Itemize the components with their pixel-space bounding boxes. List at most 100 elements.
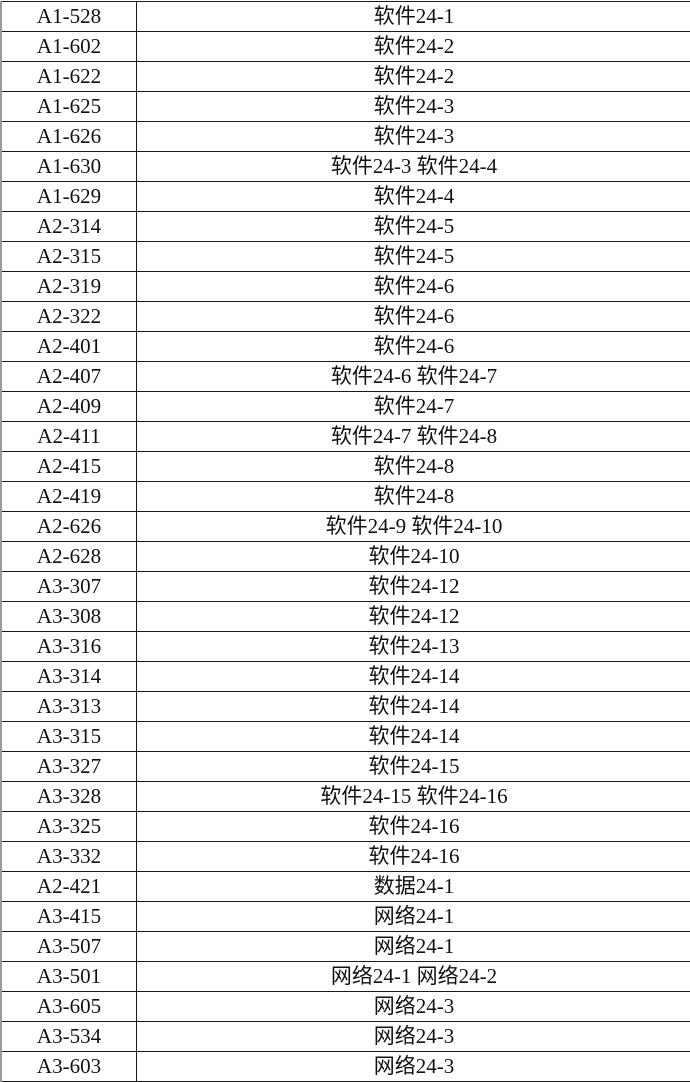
room-cell: A3-325 — [1, 812, 137, 842]
room-cell: A3-307 — [1, 572, 137, 602]
room-cell: A2-314 — [1, 212, 137, 242]
class-cell: 软件24-6 — [137, 272, 690, 302]
room-cell: A2-628 — [1, 542, 137, 572]
class-cell: 软件24-8 — [137, 482, 690, 512]
class-cell: 软件24-3 — [137, 92, 690, 122]
class-cell: 软件24-13 — [137, 632, 690, 662]
room-cell: A3-507 — [1, 932, 137, 962]
class-cell: 网络24-1 — [137, 902, 690, 932]
room-cell: A1-626 — [1, 122, 137, 152]
room-cell: A2-319 — [1, 272, 137, 302]
room-cell: A1-528 — [1, 2, 137, 32]
class-cell: 软件24-6 软件24-7 — [137, 362, 690, 392]
room-cell: A2-626 — [1, 512, 137, 542]
class-cell: 软件24-14 — [137, 662, 690, 692]
room-cell: A3-327 — [1, 752, 137, 782]
class-cell: 软件24-15 — [137, 752, 690, 782]
class-cell: 软件24-16 — [137, 842, 690, 872]
class-cell: 软件24-10 — [137, 542, 690, 572]
room-cell: A2-411 — [1, 422, 137, 452]
class-cell: 软件24-7 软件24-8 — [137, 422, 690, 452]
class-cell: 软件24-15 软件24-16 — [137, 782, 690, 812]
room-cell: A1-602 — [1, 32, 137, 62]
class-cell: 软件24-7 — [137, 392, 690, 422]
class-cell: 软件24-12 — [137, 572, 690, 602]
room-cell: A2-415 — [1, 452, 137, 482]
room-cell: A2-421 — [1, 872, 137, 902]
room-cell: A1-625 — [1, 92, 137, 122]
room-cell: A3-603 — [1, 1052, 137, 1082]
class-cell: 软件24-1 — [137, 2, 690, 32]
room-cell: A1-622 — [1, 62, 137, 92]
room-cell: A3-315 — [1, 722, 137, 752]
class-cell: 软件24-4 — [137, 182, 690, 212]
class-cell: 网络24-3 — [137, 1022, 690, 1052]
class-cell: 软件24-2 — [137, 32, 690, 62]
room-cell: A3-534 — [1, 1022, 137, 1052]
class-cell: 软件24-16 — [137, 812, 690, 842]
class-cell: 软件24-6 — [137, 302, 690, 332]
room-cell: A1-629 — [1, 182, 137, 212]
class-cell: 网络24-3 — [137, 992, 690, 1022]
room-cell: A3-332 — [1, 842, 137, 872]
class-cell: 软件24-9 软件24-10 — [137, 512, 690, 542]
room-cell: A3-605 — [1, 992, 137, 1022]
room-cell: A3-328 — [1, 782, 137, 812]
class-cell: 网络24-3 — [137, 1052, 690, 1082]
room-cell: A2-407 — [1, 362, 137, 392]
class-cell: 软件24-12 — [137, 602, 690, 632]
class-cell: 软件24-3 — [137, 122, 690, 152]
class-cell: 软件24-14 — [137, 692, 690, 722]
room-cell: A3-415 — [1, 902, 137, 932]
class-cell: 数据24-1 — [137, 872, 690, 902]
room-cell: A3-316 — [1, 632, 137, 662]
room-cell: A3-308 — [1, 602, 137, 632]
class-cell: 软件24-5 — [137, 242, 690, 272]
room-cell: A2-409 — [1, 392, 137, 422]
class-cell: 软件24-14 — [137, 722, 690, 752]
class-cell: 网络24-1 网络24-2 — [137, 962, 690, 992]
room-cell: A2-401 — [1, 332, 137, 362]
class-cell: 软件24-3 软件24-4 — [137, 152, 690, 182]
room-cell: A2-419 — [1, 482, 137, 512]
class-cell: 软件24-5 — [137, 212, 690, 242]
room-cell: A3-314 — [1, 662, 137, 692]
room-cell: A3-501 — [1, 962, 137, 992]
class-cell: 网络24-1 — [137, 932, 690, 962]
